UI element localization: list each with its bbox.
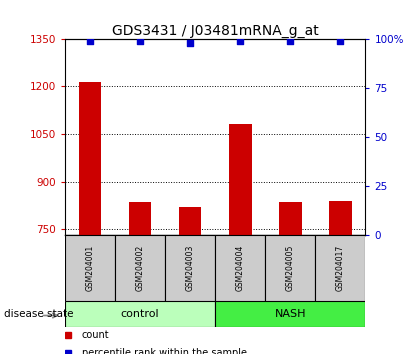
Point: [187, 40, 194, 46]
Text: count: count: [81, 330, 109, 340]
Text: GSM204003: GSM204003: [186, 245, 195, 291]
Text: percentile rank within the sample: percentile rank within the sample: [81, 348, 247, 354]
Bar: [65, 235, 115, 301]
Bar: [79, 82, 101, 235]
Bar: [129, 202, 152, 235]
Point: [87, 38, 94, 44]
Text: disease state: disease state: [4, 309, 74, 319]
Text: GSM204005: GSM204005: [286, 245, 295, 291]
Bar: [65, 301, 215, 327]
Bar: [265, 235, 315, 301]
Bar: [329, 201, 352, 235]
Bar: [315, 235, 365, 301]
Bar: [215, 301, 365, 327]
Bar: [165, 235, 215, 301]
Point: [337, 38, 344, 44]
Bar: [179, 207, 202, 235]
Text: GSM204004: GSM204004: [236, 245, 245, 291]
Text: NASH: NASH: [275, 309, 306, 319]
Text: control: control: [121, 309, 160, 319]
Bar: [279, 202, 302, 235]
Title: GDS3431 / J03481mRNA_g_at: GDS3431 / J03481mRNA_g_at: [112, 24, 319, 38]
Point: [137, 38, 144, 44]
Bar: [229, 125, 252, 235]
Point: [237, 38, 244, 44]
Text: GSM204017: GSM204017: [336, 245, 345, 291]
Bar: [115, 235, 165, 301]
Text: GSM204001: GSM204001: [86, 245, 94, 291]
Point: [287, 38, 294, 44]
Bar: [215, 235, 265, 301]
Text: GSM204002: GSM204002: [136, 245, 144, 291]
